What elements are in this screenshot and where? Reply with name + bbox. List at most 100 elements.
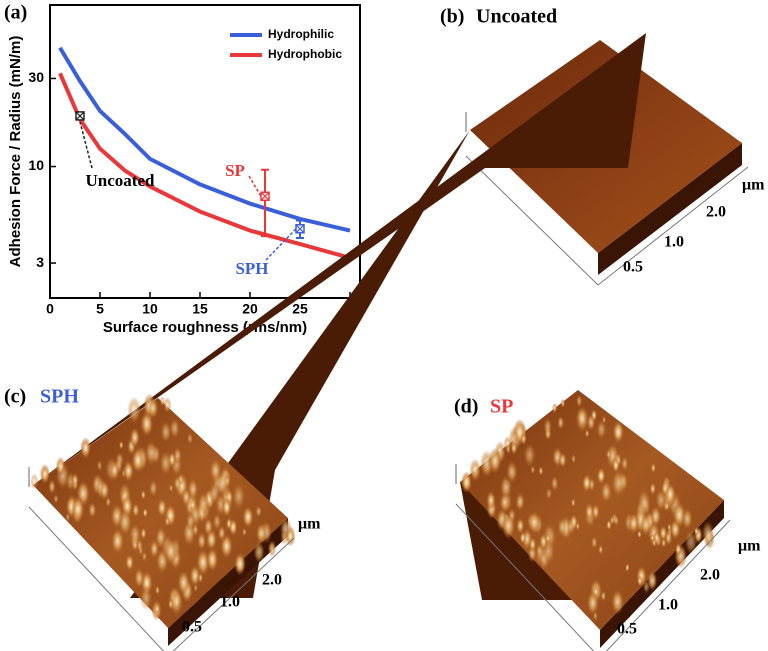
surface-peak [157, 498, 167, 518]
surface-peak [611, 469, 626, 498]
surface-peak [187, 478, 199, 501]
legend-label: Hydrophobic [268, 47, 342, 61]
surface-peak [461, 471, 473, 494]
surface-peak [99, 480, 110, 501]
surface-peak [515, 492, 525, 512]
error-bar [261, 168, 269, 238]
axis-tick-label: 0.5 [623, 259, 643, 276]
surface-peak [543, 417, 553, 436]
surface-peak [596, 419, 607, 440]
surface-peak [701, 520, 715, 546]
surface-peak [486, 490, 496, 510]
axis-line [455, 503, 731, 651]
surface-peak [625, 563, 630, 572]
surface-peak [134, 567, 145, 589]
panel-label: (c) [4, 386, 26, 408]
surface-peak [221, 497, 232, 517]
surface-peak [53, 494, 59, 504]
surface-peak [173, 446, 182, 464]
surface-peak [560, 398, 566, 408]
surface-peak [155, 585, 160, 595]
annotation-arrow [79, 121, 93, 169]
annotation-arrow [265, 228, 297, 261]
surface-peak [147, 397, 159, 420]
plot-frame [49, 4, 361, 299]
y-axis-label: Adhesion Force / Radius (mN/m) [7, 36, 24, 268]
annotation: SPH [235, 259, 268, 278]
surface-peak [206, 547, 219, 572]
surface-peak [159, 450, 173, 476]
surface-peak [168, 483, 174, 493]
surface-peak [620, 456, 629, 472]
surface-peak [197, 531, 207, 551]
axis-tick-label: 1.0 [658, 597, 678, 614]
surface-peak [154, 603, 161, 615]
surface-peak [550, 475, 559, 492]
surface-peak [169, 417, 180, 439]
surface-peak [55, 456, 66, 477]
axis-tick-label: 2.0 [706, 204, 726, 221]
surface-peak [140, 489, 146, 500]
surface-peak [584, 428, 590, 439]
surface-peak [197, 491, 210, 516]
surface-peak [185, 511, 196, 531]
axis-line [28, 506, 295, 651]
surface-peak [649, 482, 657, 496]
axis-tick-label: 1.0 [664, 234, 684, 251]
surface-peak [557, 415, 565, 430]
surface-peak [523, 442, 536, 468]
x-tick-label: 20 [242, 301, 258, 317]
surface-peak [119, 440, 124, 450]
x-axis-label: Surface roughness (rms/nm) [103, 319, 307, 336]
line-series [58, 46, 351, 233]
surface-peak [118, 508, 132, 537]
surface-peak [253, 541, 265, 564]
surface-peak [664, 529, 673, 546]
surface-peak [80, 437, 92, 459]
x-tick-label: 25 [292, 301, 308, 317]
surface-peak [30, 473, 39, 490]
surface-peak [139, 585, 153, 611]
surface-peak [609, 515, 615, 526]
surface-peak [228, 518, 238, 537]
surface-peak [173, 475, 182, 492]
surface-peak [499, 492, 510, 513]
data-point-cross [75, 111, 85, 121]
surface-peak [637, 575, 643, 587]
surface-peak [280, 529, 289, 545]
surface-peak [653, 530, 661, 546]
surface-peak [39, 463, 50, 485]
surface-peak [640, 513, 652, 537]
surface-peak [664, 482, 676, 506]
surface-peak [650, 462, 656, 474]
surface-peak [212, 512, 222, 531]
axis-tick-label: 2.0 [700, 567, 720, 584]
surface-peak [148, 479, 158, 498]
surface-peak [510, 441, 518, 455]
data-point-cross [295, 224, 305, 234]
x-tick-label: 5 [96, 301, 104, 317]
surface-peak [519, 531, 526, 544]
panel-title: SP [490, 396, 513, 418]
surface-peak [127, 396, 142, 425]
axis-tick-label: 1.0 [220, 594, 240, 611]
annotation-arrow [248, 175, 262, 197]
surface-peak [186, 432, 193, 445]
surface-peak [520, 432, 527, 446]
surface-peak [516, 517, 525, 535]
surface-peak [681, 507, 693, 531]
surface-peak [109, 460, 120, 481]
surface-peak [505, 444, 511, 455]
surface-peak [164, 538, 178, 566]
y-tick-label: 30 [28, 69, 44, 85]
surface-peak [655, 488, 667, 512]
surface-peak [196, 548, 210, 577]
axis-tick-label: 2.0 [262, 572, 282, 589]
surface-peak [612, 420, 625, 444]
surface-peak [169, 589, 184, 617]
surface-peak [177, 569, 191, 596]
surface-peak [220, 533, 233, 559]
axis-unit: μm [298, 516, 321, 533]
surface-peak [132, 502, 140, 518]
surface-peak [255, 522, 267, 545]
